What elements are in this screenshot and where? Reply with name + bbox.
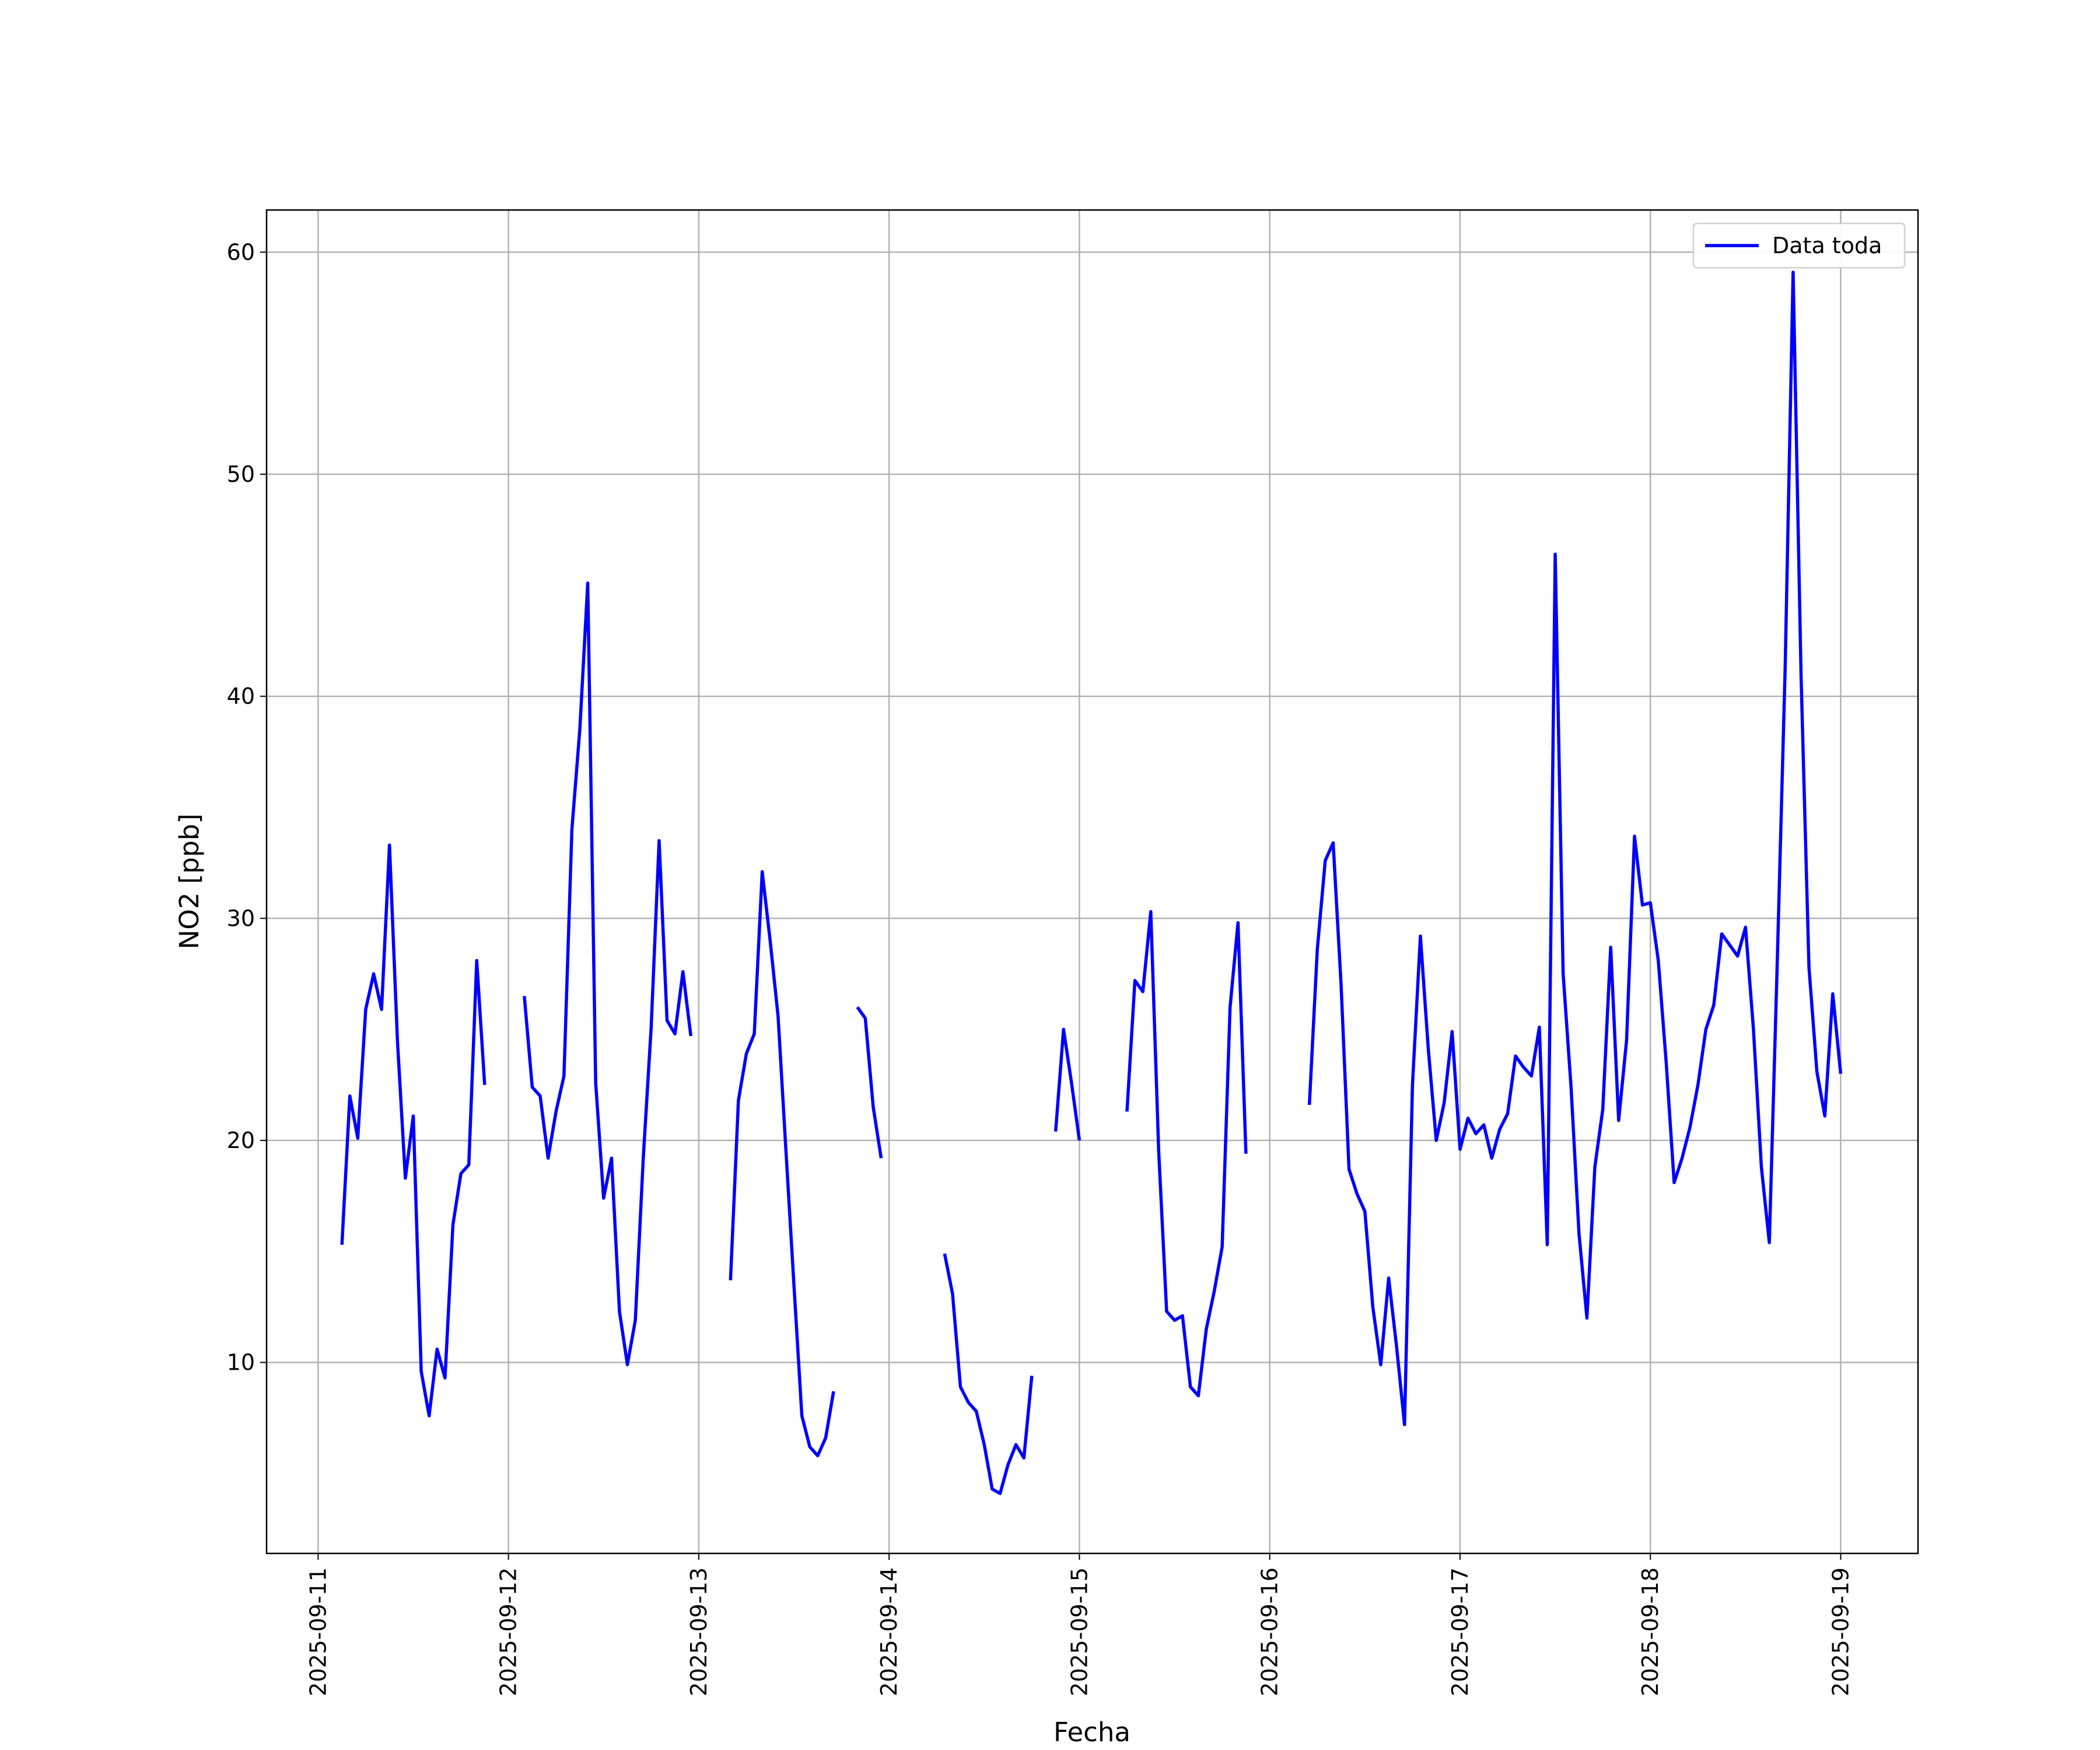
x-tick-label: 2025-09-14 xyxy=(876,1567,902,1696)
legend-box xyxy=(1692,222,1906,269)
x-tick-label: 2025-09-18 xyxy=(1637,1567,1663,1696)
axes-frame xyxy=(265,209,1919,1555)
x-tick-label: 2025-09-19 xyxy=(1828,1567,1853,1696)
x-tick-label: 2025-09-16 xyxy=(1257,1567,1283,1696)
x-tick-label: 2025-09-15 xyxy=(1066,1567,1092,1696)
y-tick-label: 20 xyxy=(227,1128,255,1153)
y-tick-label: 60 xyxy=(227,239,255,265)
data-line xyxy=(340,270,1843,1495)
x-tick-label: 2025-09-11 xyxy=(305,1567,331,1696)
ticks: 10 20 30 40 50 60 2025-09-11 2025-09-12 2025-09-… xyxy=(227,239,1854,1696)
legend-label: Data toda xyxy=(1772,233,1882,258)
x-axis-label: Fecha xyxy=(1054,1717,1130,1748)
x-tick-label: 2025-09-13 xyxy=(686,1567,712,1696)
x-tick-label: 2025-09-12 xyxy=(496,1567,522,1696)
y-tick-label: 40 xyxy=(227,684,255,709)
legend: Data toda xyxy=(1692,222,1906,269)
y-tick-label: 30 xyxy=(227,905,255,931)
y-tick-label: 50 xyxy=(227,461,255,487)
y-tick-label: 10 xyxy=(227,1350,255,1376)
x-tick-label: 2025-09-17 xyxy=(1447,1567,1473,1696)
y-axis-label: NO2 [ppb] xyxy=(174,814,205,950)
grid xyxy=(267,210,1918,1553)
plot-area xyxy=(340,270,1843,1495)
